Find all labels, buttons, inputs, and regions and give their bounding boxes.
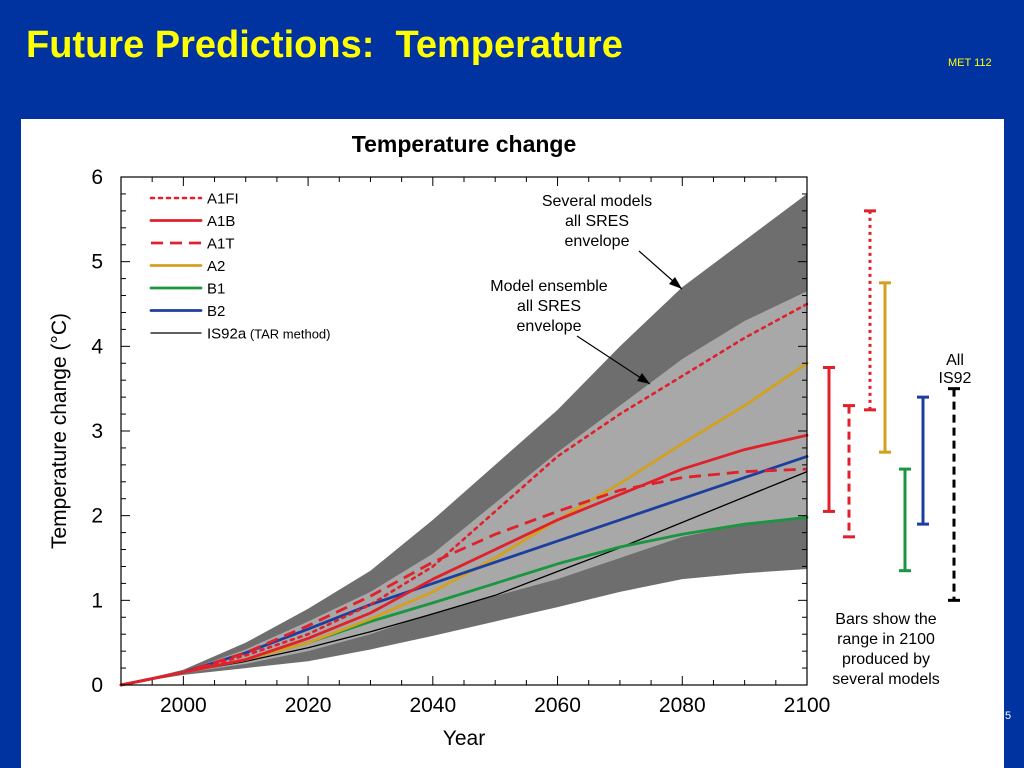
envelope-outer bbox=[121, 193, 807, 685]
y-tick-label: 6 bbox=[91, 166, 103, 189]
annotation-all-is92-line: IS92 bbox=[939, 370, 972, 387]
temperature-chart: 2000 2020 2040 2060 2080 2100 0 1 2 3 4 5 6 Year Tempe… bbox=[48, 131, 972, 750]
x-tick-label: 2040 bbox=[409, 694, 456, 717]
course-code: MET 112 bbox=[948, 57, 992, 69]
legend-label-a1t: A1T bbox=[207, 236, 235, 253]
x-tick-label: 2020 bbox=[285, 694, 332, 717]
y-axis-label: Temperature change (°C) bbox=[48, 313, 71, 549]
envelope-inner bbox=[121, 291, 807, 685]
x-axis-label: Year bbox=[443, 727, 485, 750]
legend-label-b2: B2 bbox=[207, 303, 225, 320]
legend-label-b1: B1 bbox=[207, 281, 225, 298]
series-line-a1fi bbox=[119, 302, 809, 687]
annotation-several-models-line: envelope bbox=[565, 233, 630, 250]
annotation-model-ensemble-line: all SRES bbox=[517, 298, 581, 315]
y-tick-label: 3 bbox=[91, 420, 103, 443]
legend-label-a2: A2 bbox=[207, 258, 225, 275]
annotation-all-is92: All IS92 bbox=[939, 352, 972, 387]
annotation-bars-note-line: Bars show the bbox=[835, 611, 936, 628]
annotation-several-models-line: all SRES bbox=[565, 213, 629, 230]
x-tick-label: 2060 bbox=[534, 694, 581, 717]
legend-label-a1fi: A1FI bbox=[207, 191, 239, 208]
annotation-model-ensemble-line: Model ensemble bbox=[490, 278, 608, 295]
series-lines bbox=[119, 302, 809, 687]
annotation-model-ensemble: Model ensemble all SRES envelope bbox=[490, 278, 608, 335]
envelopes bbox=[121, 193, 807, 685]
y-tick-label: 4 bbox=[91, 335, 103, 358]
x-tick-label: 2000 bbox=[160, 694, 207, 717]
figure-panel: 2000 2020 2040 2060 2080 2100 0 1 2 3 4 5 6 Year Tempe… bbox=[21, 119, 1004, 768]
annotation-bars-note-line: several models bbox=[832, 671, 940, 688]
y-tick-label: 5 bbox=[91, 251, 103, 274]
annotation-arrow bbox=[576, 335, 651, 385]
slide-number: 5 bbox=[1005, 710, 1012, 722]
chart-title: Temperature change bbox=[352, 131, 577, 157]
annotation-bars-note-line: produced by bbox=[842, 651, 930, 668]
x-tick-label: 2080 bbox=[659, 694, 706, 717]
range-bars bbox=[823, 209, 960, 602]
annotation-all-is92-line: All bbox=[946, 352, 964, 369]
y-tick-label: 0 bbox=[91, 674, 103, 697]
annotation-arrowhead bbox=[637, 373, 650, 384]
x-tick-label: 2100 bbox=[784, 694, 831, 717]
series-line-a1b bbox=[119, 433, 809, 687]
y-tick-label: 1 bbox=[91, 589, 103, 612]
annotation-model-ensemble-line: envelope bbox=[517, 318, 582, 335]
legend-note: (TAR method) bbox=[246, 327, 330, 342]
annotation-bars-note-line: range in 2100 bbox=[837, 631, 935, 648]
slide-title: Future Predictions: Temperature bbox=[26, 24, 623, 66]
annotation-several-models: Several models all SRES envelope bbox=[542, 193, 652, 250]
legend-label-is92a: IS92a (TAR method) bbox=[207, 326, 330, 343]
annotation-arrowhead bbox=[669, 277, 682, 289]
axes: 2000 2020 2040 2060 2080 2100 0 1 2 3 4 5 6 Year Tempe… bbox=[48, 166, 830, 750]
legend: A1FI A1B A1T A2 B1 B2 IS92a (TAR method) bbox=[149, 191, 330, 343]
annotation-several-models-line: Several models bbox=[542, 193, 652, 210]
y-tick-label: 2 bbox=[91, 505, 103, 528]
legend-label-a1b: A1B bbox=[207, 213, 235, 230]
annotation-bars-note: Bars show the range in 2100 produced by sev… bbox=[832, 611, 940, 688]
series-line-a1t bbox=[120, 467, 808, 687]
